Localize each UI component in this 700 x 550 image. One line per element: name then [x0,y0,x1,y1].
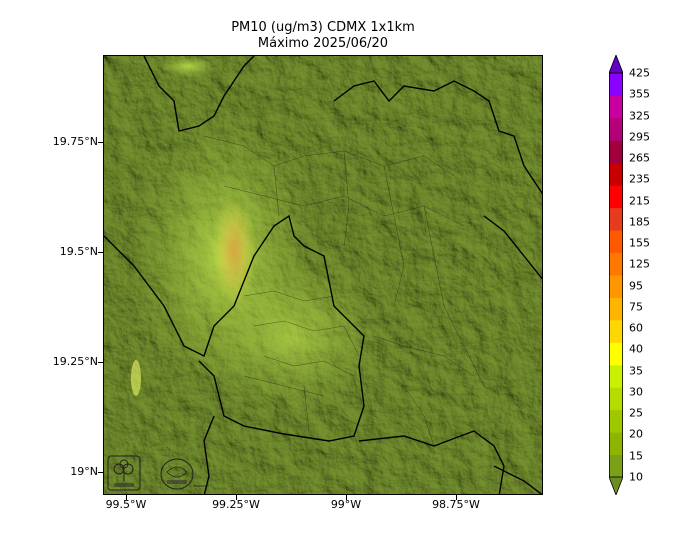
municipal-boundaries [203,135,485,447]
colorbar-segment [609,432,623,456]
y-tick-mark [98,472,103,473]
colorbar-tick-label: 75 [629,300,643,314]
colorbar-tick-label: 215 [629,194,650,208]
y-tick-mark [98,362,103,363]
colorbar-tick-label: 40 [629,342,643,356]
colorbar-extend-min [609,476,623,495]
x-tick-mark [456,495,457,500]
x-tick-label: 99.5°W [105,498,147,511]
colorbar-tick-label: 35 [629,364,643,378]
x-tick-mark [236,495,237,500]
x-tick-label: 99.25°W [212,498,260,511]
colorbar-tick-label: 295 [629,130,650,144]
x-tick-label: 99°W [330,498,362,511]
map-panel[interactable] [103,55,543,495]
colorbar-tick-label: 235 [629,172,650,186]
pm10-map [104,56,542,494]
colorbar-segment [609,140,623,164]
colorbar-segment [609,409,623,433]
x-tick-mark [126,495,127,500]
colorbar-tick-label: 20 [629,427,643,441]
colorbar-tick-label: 30 [629,385,643,399]
colorbar-tick-label: 15 [629,449,643,463]
pm10-hotspot [212,196,256,306]
colorbar-segment [609,297,623,321]
colorbar-tick-label: 10 [629,470,643,484]
y-tick-mark [98,252,103,253]
colorbar-segment [609,185,623,209]
colorbar-segment [609,230,623,254]
colorbar-extend-max [609,55,623,74]
y-tick-mark [98,142,103,143]
pm10-plume-center [204,256,384,416]
colorbar-tick-label: 185 [629,215,650,229]
state-boundaries [104,56,542,494]
colorbar-segment [609,73,623,96]
colorbar-segment [609,342,623,366]
x-tick-label: 98.75°W [432,498,480,511]
y-tick-label: 19°N [70,465,98,478]
colorbar-segment [609,252,623,276]
colorbar-segment [609,95,623,119]
colorbar-tick-label: 25 [629,406,643,420]
colorbar-segment [609,207,623,231]
map-subtitle: Máximo 2025/06/20 [257,36,389,51]
map-title: PM10 (ug/m3) CDMX 1x1km [231,20,415,35]
colorbar-tick-label: 95 [629,279,643,293]
colorbar [609,55,623,495]
colorbar-tick-label: 60 [629,321,643,335]
pm10-hotspot-small [131,360,141,396]
colorbar-tick-label: 125 [629,257,650,271]
colorbar-tick-label: 265 [629,151,650,165]
pm10-hotspot-north [159,56,219,78]
colorbar-tick-label: 425 [629,66,650,80]
sedema-logo-icon [107,455,141,491]
colorbar-segment [609,162,623,186]
aire-logo-icon [160,458,209,490]
colorbar-tick-label: 355 [629,87,650,101]
x-tick-mark [346,495,347,500]
colorbar-tick-label: 155 [629,236,650,250]
y-tick-label: 19.5°N [59,245,98,258]
colorbar-tick-label: 325 [629,109,650,123]
colorbar-segment [609,364,623,388]
colorbar-segment [609,387,623,411]
colorbar-segment [609,275,623,298]
y-tick-label: 19.25°N [52,355,98,368]
colorbar-segment [609,319,623,343]
y-tick-label: 19.75°N [52,135,98,148]
colorbar-segment [609,454,623,478]
colorbar-frame [609,72,623,478]
colorbar-segment [609,117,623,141]
